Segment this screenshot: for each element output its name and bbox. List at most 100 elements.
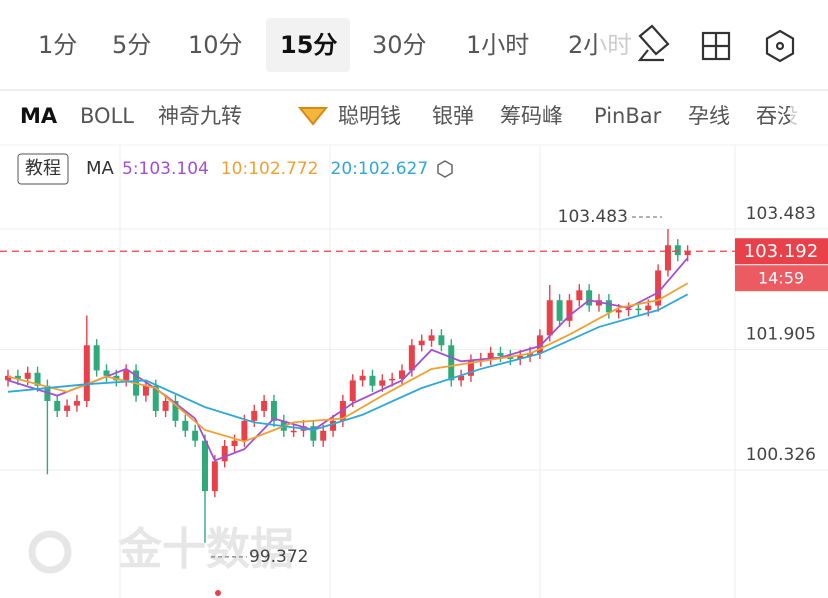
candle-body — [635, 308, 642, 311]
countdown: 14:59 — [758, 269, 804, 288]
candle-body — [497, 352, 504, 356]
candle-body — [290, 430, 297, 433]
candle-body — [566, 300, 573, 321]
ma-settings[interactable] — [437, 160, 453, 178]
candle-body — [142, 385, 149, 396]
candle-body — [192, 430, 199, 441]
candle-body — [487, 352, 494, 360]
candle-body — [359, 375, 366, 381]
candle-body — [64, 405, 71, 411]
candle-body — [162, 400, 169, 411]
legend-entry: 5:103.104 — [122, 159, 209, 179]
indicator-tab[interactable]: 孕线 — [688, 104, 730, 128]
indicator-tab[interactable]: 神奇九转 — [158, 104, 242, 128]
candle-body — [330, 420, 337, 431]
candle-body — [645, 305, 652, 311]
candle-body — [73, 400, 80, 406]
candle-body — [261, 400, 268, 411]
draw-icon[interactable] — [637, 24, 670, 62]
candle-body — [54, 400, 61, 411]
candle-body — [546, 300, 553, 336]
candle-body — [458, 375, 465, 381]
candle-body — [310, 426, 317, 441]
candle-body — [517, 355, 524, 360]
candle-body — [93, 345, 100, 371]
candle-body — [399, 370, 405, 379]
indicator-tab[interactable]: BOLL — [80, 104, 134, 128]
low-label: 99.372 — [249, 547, 308, 567]
ma-line — [7, 293, 689, 431]
y-tick-label: 101.905 — [746, 324, 816, 344]
fade — [600, 20, 630, 70]
candle-body — [536, 335, 543, 353]
candle-body — [349, 380, 356, 401]
candle-body — [123, 370, 130, 381]
candle-body — [664, 245, 671, 271]
candle-body — [576, 290, 583, 301]
vip-icon — [297, 107, 329, 126]
legend-entry: 20:102.627 — [331, 159, 429, 179]
candle-body — [674, 245, 681, 256]
candle-body — [625, 308, 632, 311]
low-dot — [215, 590, 221, 596]
candle-body — [221, 446, 228, 462]
candle-body — [270, 400, 277, 421]
candle-body — [251, 410, 258, 421]
candle-body — [438, 335, 445, 346]
toolbar-icons — [637, 24, 795, 63]
indicator-tab[interactable]: MA — [20, 104, 58, 128]
candle-body — [418, 340, 425, 346]
timeframe-tab[interactable]: 30分 — [372, 31, 427, 59]
timeframe-tab[interactable]: 10分 — [188, 31, 243, 59]
candle-body — [408, 345, 415, 371]
indicator-tab[interactable]: 聪明钱 — [338, 104, 401, 128]
timeframe-tab[interactable]: 1小时 — [466, 31, 529, 59]
indicator-tab[interactable]: 筹码峰 — [500, 104, 563, 128]
indicator-tab[interactable]: 银弹 — [432, 104, 474, 128]
timeframe-tab[interactable]: 1分 — [38, 31, 77, 59]
y-tick-label: 103.483 — [746, 204, 816, 224]
candle-body — [320, 430, 327, 441]
candle-body — [182, 420, 189, 431]
candle-body — [211, 461, 218, 492]
watermark-logo — [28, 530, 72, 574]
settings-icon[interactable] — [765, 29, 795, 63]
high-label: 103.483 — [558, 207, 628, 227]
tab-highlight — [266, 18, 350, 72]
candle-body — [14, 375, 21, 379]
candle-body — [103, 370, 110, 376]
candle-body — [655, 270, 662, 306]
y-tick-label: 100.326 — [746, 445, 816, 465]
candle-body — [605, 300, 612, 313]
candle-body — [5, 375, 11, 381]
ma-line — [7, 282, 689, 443]
candle-body — [684, 251, 691, 256]
timeframe-tab[interactable]: 5分 — [112, 31, 151, 59]
fade — [790, 96, 828, 140]
candle-body — [586, 290, 593, 306]
candle-body — [369, 375, 376, 386]
candle-body — [428, 335, 435, 341]
candle-body — [24, 372, 31, 379]
candle-body — [389, 378, 396, 381]
indicator-tab[interactable]: PinBar — [594, 104, 662, 128]
candle-body — [172, 400, 179, 421]
legend-entry: 10:102.772 — [221, 159, 319, 179]
candle-body — [34, 372, 41, 386]
candle-body — [556, 300, 563, 321]
current-price: 103.192 — [744, 241, 818, 262]
candle-body — [467, 360, 474, 376]
ma-line — [7, 257, 689, 462]
candle-body — [231, 440, 238, 447]
legend-ma: MA — [86, 158, 115, 179]
candle-body — [83, 345, 90, 401]
candle-body — [379, 380, 386, 386]
candle-body — [241, 420, 248, 441]
candle-body — [615, 310, 622, 313]
tutorial-box[interactable] — [17, 153, 69, 185]
candle-body — [202, 440, 208, 492]
timeframe-tab[interactable]: 15分 — [280, 31, 337, 59]
tutorial[interactable]: 教程 — [25, 158, 61, 179]
price-box — [735, 238, 828, 265]
